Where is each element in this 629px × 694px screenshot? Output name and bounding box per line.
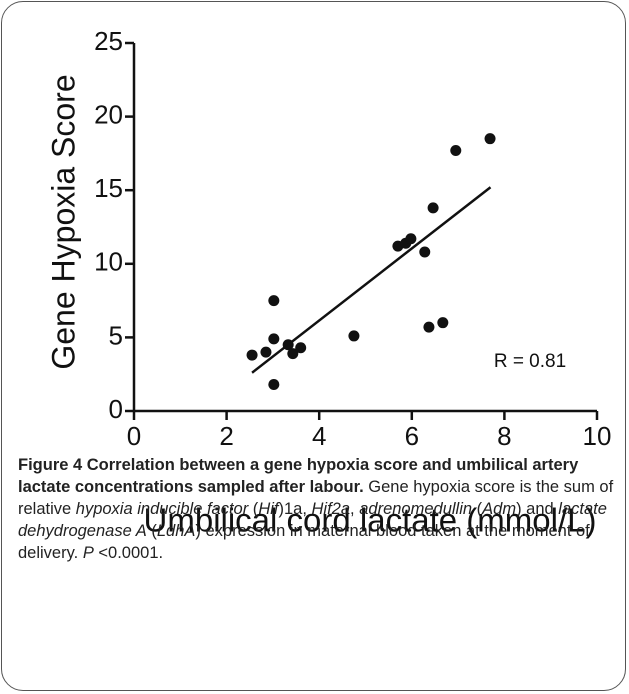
point [437,317,449,329]
point [268,295,280,307]
point [450,144,462,156]
point [419,246,431,258]
x-tick-label: 2 [219,421,233,451]
x-tick-label: 4 [312,421,326,451]
point [268,333,280,345]
caption-text: ( [472,500,483,518]
point [246,349,258,361]
caption-text: adrenomedullin [359,500,473,518]
point [268,379,280,391]
caption-text: Gene hypoxia score is the sum of relativ… [18,478,614,518]
caption-text: ) expression in maternal blood taken at … [18,522,590,562]
y-tick-label: 25 [94,26,123,56]
caption-text: )1a, [278,500,312,518]
y-tick-label: 10 [94,247,123,277]
caption: Figure 4 Correlation between a gene hypo… [18,454,616,564]
y-tick-label: 20 [94,99,123,129]
point [287,348,299,360]
caption-text: P [82,544,94,562]
x-tick-label: 10 [583,421,612,451]
caption-text: , [350,500,360,518]
caption-title: Figure 4 Correlation between a gene hypo… [18,456,579,496]
point [295,342,307,354]
caption-text: ) and [516,500,559,518]
point [484,133,496,145]
x-tick-label: 0 [127,421,141,451]
y-axis-label: Gene Hypoxia Score [45,74,81,369]
caption-text: Hif2a [311,500,351,518]
caption-text: ( [146,522,157,540]
caption-text: ( [248,500,259,518]
caption-text: Hif [258,500,279,518]
caption-text: Adm [482,500,517,518]
x-axis-label: Umbilical cord lactate (mmol/L) [144,502,597,539]
caption-text: lactate dehydrogenase A [18,500,607,540]
chart: 0 5 10 15 20 25 0 2 4 6 8 10 Gene Hypoxia Score Umbil… [45,26,612,539]
x-tick-label: 6 [405,421,419,451]
point [348,330,360,342]
point [423,321,435,333]
point [260,346,272,358]
caption-text: <0.0001. [93,544,164,562]
annotation: R = 0.81 [494,351,566,372]
y-tick-label: 0 [109,394,123,424]
point [282,339,294,351]
caption-text: hypoxia inducible factor [75,500,249,518]
point [405,233,417,245]
point [427,202,439,214]
y-tick-label: 15 [94,173,123,203]
y-tick-label: 5 [109,320,123,350]
caption-text: LdhA [156,522,196,540]
x-tick-label: 8 [497,421,511,451]
